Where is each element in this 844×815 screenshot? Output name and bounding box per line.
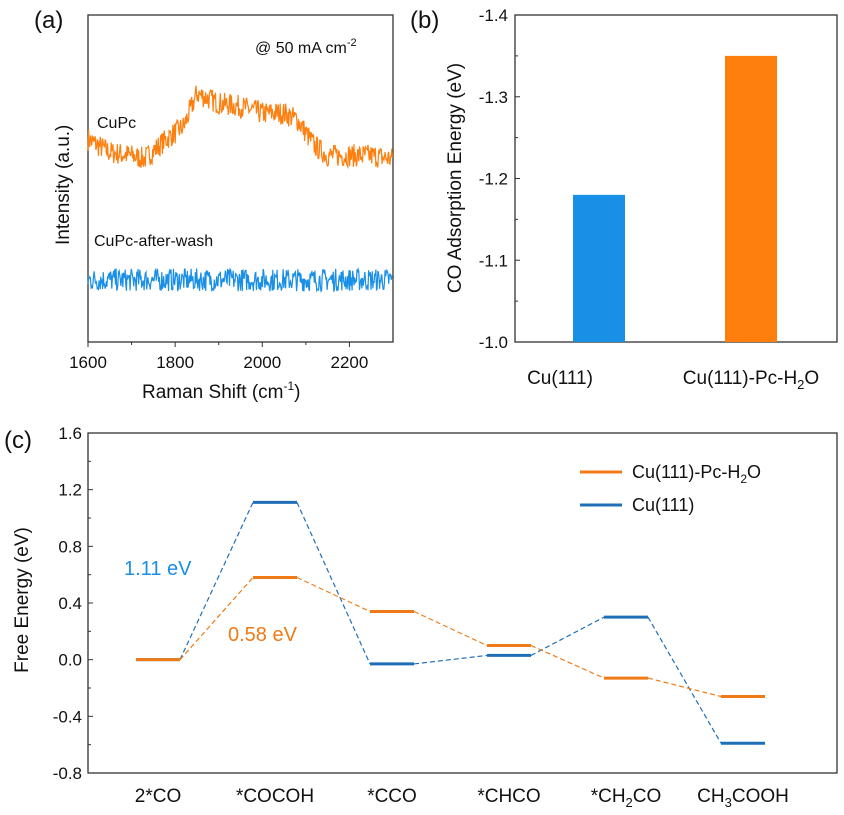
y-tick-label: 0.8 <box>58 537 82 556</box>
y-tick-label: -1.0 <box>479 333 508 352</box>
y-tick-label: -1.3 <box>479 88 508 107</box>
label-cupc: CuPc <box>97 115 136 132</box>
connector-0 <box>179 577 254 661</box>
c-series-group <box>136 500 765 745</box>
y-axis-label-b: CO Adsorption Energy (eV) <box>445 63 466 293</box>
x-tick-label: *CHCO <box>477 786 540 807</box>
y-tick-label: -1.1 <box>479 251 508 270</box>
x-tick-label: 2*CO <box>135 786 181 807</box>
plot-frame-a <box>87 14 394 343</box>
legend-label-pc: Cu(111)-Pc-H2O <box>632 462 761 486</box>
bar-1 <box>725 55 777 342</box>
connector-0 <box>296 576 371 613</box>
series-line-cupc-after-wash <box>87 267 393 293</box>
y-tick-label: 1.6 <box>58 424 82 443</box>
connector-1 <box>296 502 371 665</box>
x-tick-cu111-pc-h2o: Cu(111)-Pc-H2O <box>683 368 819 392</box>
series-line-cupc <box>87 85 393 170</box>
connector-1 <box>647 616 722 744</box>
x-tick-label: *COCOH <box>236 786 314 807</box>
annotation-current-density: @ 50 mA cm-2 <box>255 37 357 57</box>
x-tick-label: *CCO <box>367 786 417 807</box>
plot-frame-b <box>514 14 838 343</box>
x-tick-label: 2200 <box>331 353 369 372</box>
bar-0 <box>573 194 625 342</box>
b-y-ticks: -1.4 -1.3 -1.2 -1.1 -1.0 <box>479 6 520 352</box>
y-axis-label-a: Intensity (a.u.) <box>53 125 74 245</box>
annotation-pc-barrier: 0.58 eV <box>228 624 298 646</box>
connector-0 <box>413 610 488 647</box>
legend-label-cu111: Cu(111) <box>632 495 694 515</box>
annotation-cu111-barrier: 1.11 eV <box>124 558 192 580</box>
y-tick-label: -0.4 <box>53 707 82 726</box>
y-tick-label: -1.4 <box>479 6 508 25</box>
x-tick-label: 2000 <box>243 353 281 372</box>
y-tick-label: 0.4 <box>58 594 82 613</box>
a-series-group <box>87 85 393 293</box>
connector-1 <box>530 616 605 656</box>
x-axis-label-a: Raman Shift (cm-1) <box>142 379 300 403</box>
label-cupc-after-wash: CuPc-after-wash <box>94 233 213 250</box>
connector-0 <box>530 644 605 679</box>
x-tick-label: 1800 <box>156 353 194 372</box>
connector-1 <box>179 502 254 660</box>
c-x-ticks: 2*CO *COCOH *CCO *CHCO *CH2CO CH3COOH <box>135 786 789 810</box>
panel-label-a: (a) <box>34 7 63 34</box>
legend: Cu(111)-Pc-H2O Cu(111) <box>580 462 761 515</box>
y-axis-label-c: Free Energy (eV) <box>12 527 33 673</box>
panel-b: (b) -1.4 -1.3 -1.2 -1.1 -1.0 Cu(111) Cu(111)… <box>410 6 838 392</box>
panel-a: (a) 1600 1800 2000 2200 @ 50 mA cm-2 CuPc C… <box>34 7 394 403</box>
b-bars-group <box>573 55 777 342</box>
x-tick-cu111: Cu(111) <box>527 368 593 389</box>
panel-label-b: (b) <box>410 7 439 34</box>
x-tick-label: CH3COOH <box>697 786 789 810</box>
y-tick-label: -0.8 <box>53 764 82 783</box>
connector-0 <box>647 677 722 698</box>
plot-frame-c <box>87 432 838 774</box>
y-tick-label: 1.2 <box>58 481 82 500</box>
x-tick-label: 1600 <box>69 353 107 372</box>
c-y-ticks: -0.8 -0.4 0.0 0.4 0.8 1.2 1.6 <box>53 424 93 783</box>
y-tick-label: -1.2 <box>479 170 508 189</box>
panel-c: (c) -0.8 -0.4 0.0 0.4 0.8 1.2 1.6 2*CO *COCOH *C… <box>4 424 838 810</box>
y-tick-label: 0.0 <box>58 651 82 670</box>
connector-1 <box>413 654 488 665</box>
a-x-ticks: 1600 1800 2000 2200 <box>69 342 368 372</box>
panel-label-c: (c) <box>4 427 32 454</box>
x-tick-label: *CH2CO <box>591 786 662 810</box>
